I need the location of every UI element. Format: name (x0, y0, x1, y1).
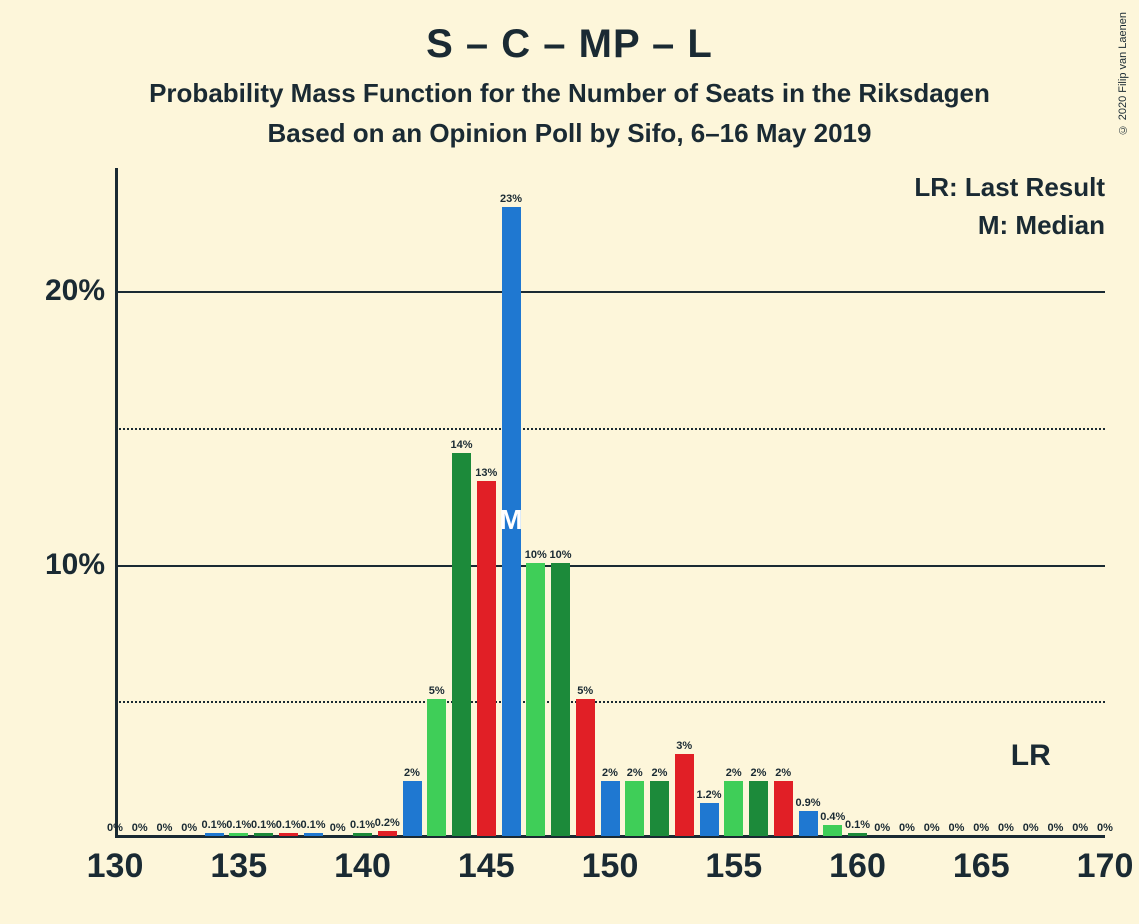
bar-value-label: 0% (181, 822, 197, 834)
bar-value-label: 0% (1072, 822, 1088, 834)
bar-value-label: 0% (157, 822, 173, 834)
bar (650, 781, 669, 836)
chart-subtitle-2: Based on an Opinion Poll by Sifo, 6–16 M… (0, 118, 1139, 149)
bar (551, 563, 570, 836)
bar (452, 453, 471, 836)
bar-value-label: 0% (949, 822, 965, 834)
gridline-minor (115, 428, 1105, 430)
x-tick-label: 130 (87, 847, 144, 886)
bar-value-label: 5% (429, 685, 445, 697)
bar (724, 781, 743, 836)
bar (477, 481, 496, 837)
bar-value-label: 13% (475, 467, 497, 479)
x-tick-label: 155 (705, 847, 762, 886)
bar (279, 833, 298, 836)
chart-subtitle-1: Probability Mass Function for the Number… (0, 78, 1139, 109)
bar-value-label: 0.1% (226, 819, 251, 831)
bar-value-label: 0.1% (350, 819, 375, 831)
bar-value-label: 3% (676, 740, 692, 752)
bar-value-label: 2% (775, 767, 791, 779)
bar-value-label: 10% (549, 549, 571, 561)
bar (526, 563, 545, 836)
gridline-major (115, 565, 1105, 567)
bar (403, 781, 422, 836)
bar-value-label: 0% (899, 822, 915, 834)
bar (799, 811, 818, 836)
bar (601, 781, 620, 836)
bar (675, 754, 694, 836)
bar-value-label: 0% (132, 822, 148, 834)
bar-value-label: 0.9% (795, 797, 820, 809)
bar-value-label: 2% (726, 767, 742, 779)
bar-value-label: 0.4% (820, 811, 845, 823)
bar-value-label: 5% (577, 685, 593, 697)
bar-value-label: 0% (973, 822, 989, 834)
bar-value-label: 0% (1023, 822, 1039, 834)
bar (254, 833, 273, 836)
x-tick-label: 150 (582, 847, 639, 886)
bar-value-label: 2% (627, 767, 643, 779)
x-tick-label: 135 (210, 847, 267, 886)
bar-value-label: 0% (874, 822, 890, 834)
bar-value-label: 14% (450, 439, 472, 451)
bar-value-label: 0% (330, 822, 346, 834)
bar-value-label: 2% (404, 767, 420, 779)
plot-area: 10%20%1301351401451501551601651700%0%0%0… (115, 168, 1105, 838)
bar-value-label: 0% (998, 822, 1014, 834)
last-result-marker: LR (1011, 739, 1051, 773)
x-tick-label: 170 (1077, 847, 1134, 886)
bar-value-label: 0.1% (300, 819, 325, 831)
bar (205, 833, 224, 836)
bar-value-label: 0.2% (375, 817, 400, 829)
bar (427, 699, 446, 836)
x-tick-label: 140 (334, 847, 391, 886)
bar-value-label: 0.1% (251, 819, 276, 831)
bar (304, 833, 323, 836)
bar (378, 831, 397, 836)
x-tick-label: 160 (829, 847, 886, 886)
bar-value-label: 0% (1097, 822, 1113, 834)
chart-container: S – C – MP – L Probability Mass Function… (0, 0, 1139, 924)
bar (576, 699, 595, 836)
gridline-minor (115, 701, 1105, 703)
bar (823, 825, 842, 836)
bar-value-label: 0% (924, 822, 940, 834)
bar-value-label: 10% (525, 549, 547, 561)
bar-value-label: 0% (107, 822, 123, 834)
bar-value-label: 0% (1048, 822, 1064, 834)
bar-value-label: 0.1% (845, 819, 870, 831)
y-tick-label: 10% (45, 548, 105, 582)
copyright-label: © 2020 Filip van Laenen (1117, 12, 1129, 135)
bar-value-label: 0.1% (201, 819, 226, 831)
bar (353, 833, 372, 836)
bar (848, 833, 867, 836)
bar-value-label: 23% (500, 193, 522, 205)
y-axis (115, 168, 118, 838)
x-tick-label: 165 (953, 847, 1010, 886)
bar-value-label: 0.1% (276, 819, 301, 831)
bar-value-label: 1.2% (696, 789, 721, 801)
bar (700, 803, 719, 836)
bar (749, 781, 768, 836)
gridline-major (115, 291, 1105, 293)
bar-value-label: 2% (602, 767, 618, 779)
y-tick-label: 20% (45, 274, 105, 308)
bar-value-label: 2% (751, 767, 767, 779)
bar (229, 833, 248, 836)
bar (502, 207, 521, 836)
bar-value-label: 2% (652, 767, 668, 779)
bar (625, 781, 644, 836)
x-tick-label: 145 (458, 847, 515, 886)
chart-title: S – C – MP – L (0, 22, 1139, 67)
bar (774, 781, 793, 836)
